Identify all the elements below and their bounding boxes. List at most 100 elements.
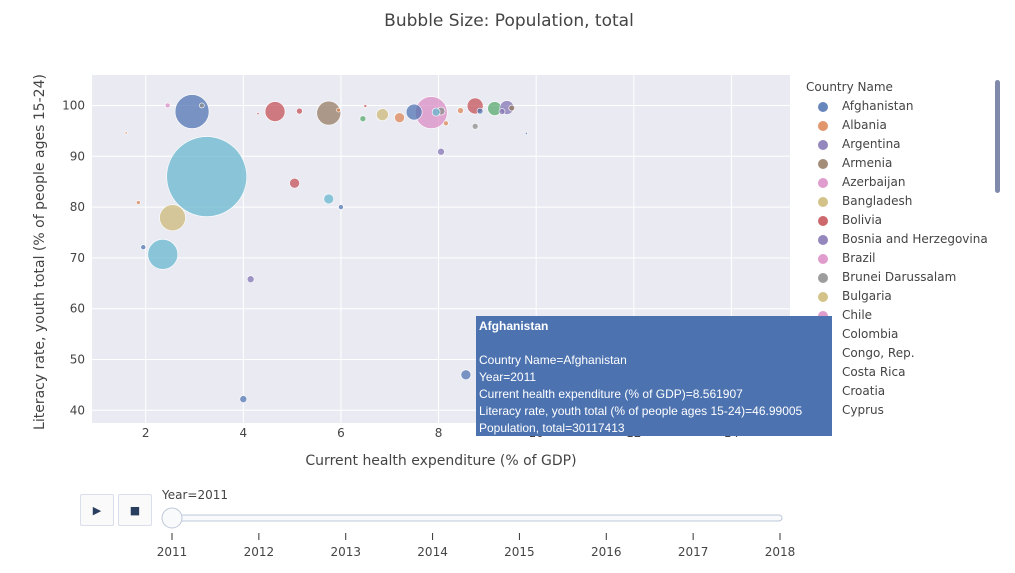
slider-year-label[interactable]: 2014 [417,545,448,559]
bubble[interactable] [437,147,445,156]
y-tick-label: 90 [70,149,85,163]
bubble[interactable] [476,107,484,115]
bubble[interactable] [140,244,147,251]
bubble[interactable] [471,123,479,130]
bubble[interactable] [166,136,248,217]
legend-item[interactable]: Bangladesh [800,192,996,211]
legend-label: Bangladesh [842,194,913,208]
slider-year-label[interactable]: 2017 [678,545,709,559]
bubble[interactable] [323,193,335,205]
bubble[interactable] [199,102,205,109]
legend-label: Brunei Darussalam [842,270,957,284]
bubble[interactable] [296,107,303,115]
x-tick-label: 6 [337,426,345,440]
bubble[interactable] [394,112,405,123]
bubble[interactable] [246,275,255,284]
bubble[interactable] [147,239,179,270]
bubble[interactable] [336,107,341,113]
legend-item[interactable]: Bulgaria [800,287,996,306]
bubble[interactable] [136,200,141,205]
stop-button[interactable]: ■ [118,494,152,526]
slider-year-label[interactable]: 2016 [591,545,622,559]
chart-title: Bubble Size: Population, total [384,11,634,31]
legend-item[interactable]: Costa Rica [800,363,996,382]
bubble[interactable] [159,204,186,232]
bubble[interactable] [316,100,342,126]
x-axis-label: Current health expenditure (% of GDP) [305,453,576,469]
legend-marker [818,177,828,188]
legend-item[interactable]: Albania [800,116,996,135]
slider-year-label[interactable]: 2013 [330,545,361,559]
legend-marker [818,253,828,264]
bubble[interactable] [376,108,389,121]
bubble[interactable] [460,369,472,381]
tooltip-line-country: Country Name=Afghanistan [479,353,627,367]
legend-label: Argentina [842,137,901,151]
legend-item[interactable]: Chile [800,306,996,325]
legend-item[interactable]: Argentina [800,135,996,154]
y-tick-label: 50 [70,352,85,366]
legend-label: Congo, Rep. [842,346,915,360]
bubble[interactable] [359,115,367,122]
bubble[interactable] [124,131,128,135]
tooltip-line-literacy: Literacy rate, youth total (% of people … [479,404,803,418]
legend-item[interactable]: Colombia [800,325,996,344]
legend-item[interactable]: Cyprus [800,401,996,420]
y-tick-label: 100 [62,98,85,112]
bubble[interactable] [264,101,286,122]
legend-label: Armenia [842,156,893,170]
bubble[interactable] [256,112,260,116]
bubble[interactable] [289,177,300,189]
bubble[interactable] [338,204,344,210]
tooltip-title: Afghanistan [479,319,549,333]
legend-item[interactable]: Armenia [800,154,996,173]
legend-label: Bosnia and Herzegovina [842,232,988,246]
legend-item[interactable]: Croatia [800,382,996,401]
y-axis-ticks: 40 50 60 70 80 90 100 [62,98,85,417]
stop-icon: ■ [129,503,141,517]
legend-marker [818,234,828,245]
slider-year-label[interactable]: 2011 [157,545,188,559]
legend-item[interactable]: Azerbaijan [800,173,996,192]
legend-label: Costa Rica [842,365,906,379]
x-tick-label: 8 [435,426,443,440]
bubble[interactable] [363,104,368,108]
legend-marker [818,310,828,321]
y-tick-label: 80 [70,200,85,214]
legend-label: Cyprus [842,403,884,417]
legend-item[interactable]: Brazil [800,249,996,268]
y-axis-label: Literacy rate, youth total (% of people … [32,74,48,430]
bubbles[interactable] [124,94,528,403]
tooltip-line-health: Current health expenditure (% of GDP)=8.… [479,387,743,401]
legend-label: Afghanistan [842,99,914,113]
slider-year-label[interactable]: 2012 [244,545,275,559]
slider-year-label[interactable]: 2015 [504,545,535,559]
legend-label: Croatia [842,384,886,398]
tooltip-line-population: Population, total=30117413 [479,421,625,435]
slider-handle[interactable] [161,507,183,529]
legend-item[interactable]: Congo, Rep. [800,344,996,363]
bubble[interactable] [457,107,464,114]
legend-item[interactable]: Afghanistan [800,97,996,116]
bubble[interactable] [443,120,449,127]
bubble[interactable] [508,104,516,112]
legend-item[interactable]: Bolivia [800,211,996,230]
legend-marker [818,139,828,150]
legend-marker [818,101,828,112]
bubble[interactable] [431,107,441,117]
legend-item[interactable]: Brunei Darussalam [800,268,996,287]
play-button[interactable]: ▶ [80,494,114,526]
legend-item[interactable]: Bosnia and Herzegovina [800,230,996,249]
legend-scrollbar[interactable] [995,80,1000,193]
bubble[interactable] [164,102,171,109]
bubble[interactable] [498,108,506,115]
play-icon: ▶ [92,503,102,517]
x-tick-label: 2 [142,426,150,440]
bubble[interactable] [524,131,528,135]
bubble[interactable] [174,94,210,129]
legend-marker [818,272,828,283]
slider-year-label[interactable]: 2018 [765,545,796,559]
slider-track[interactable] [171,514,783,522]
bubble[interactable] [239,395,248,403]
bubble[interactable] [405,103,423,121]
